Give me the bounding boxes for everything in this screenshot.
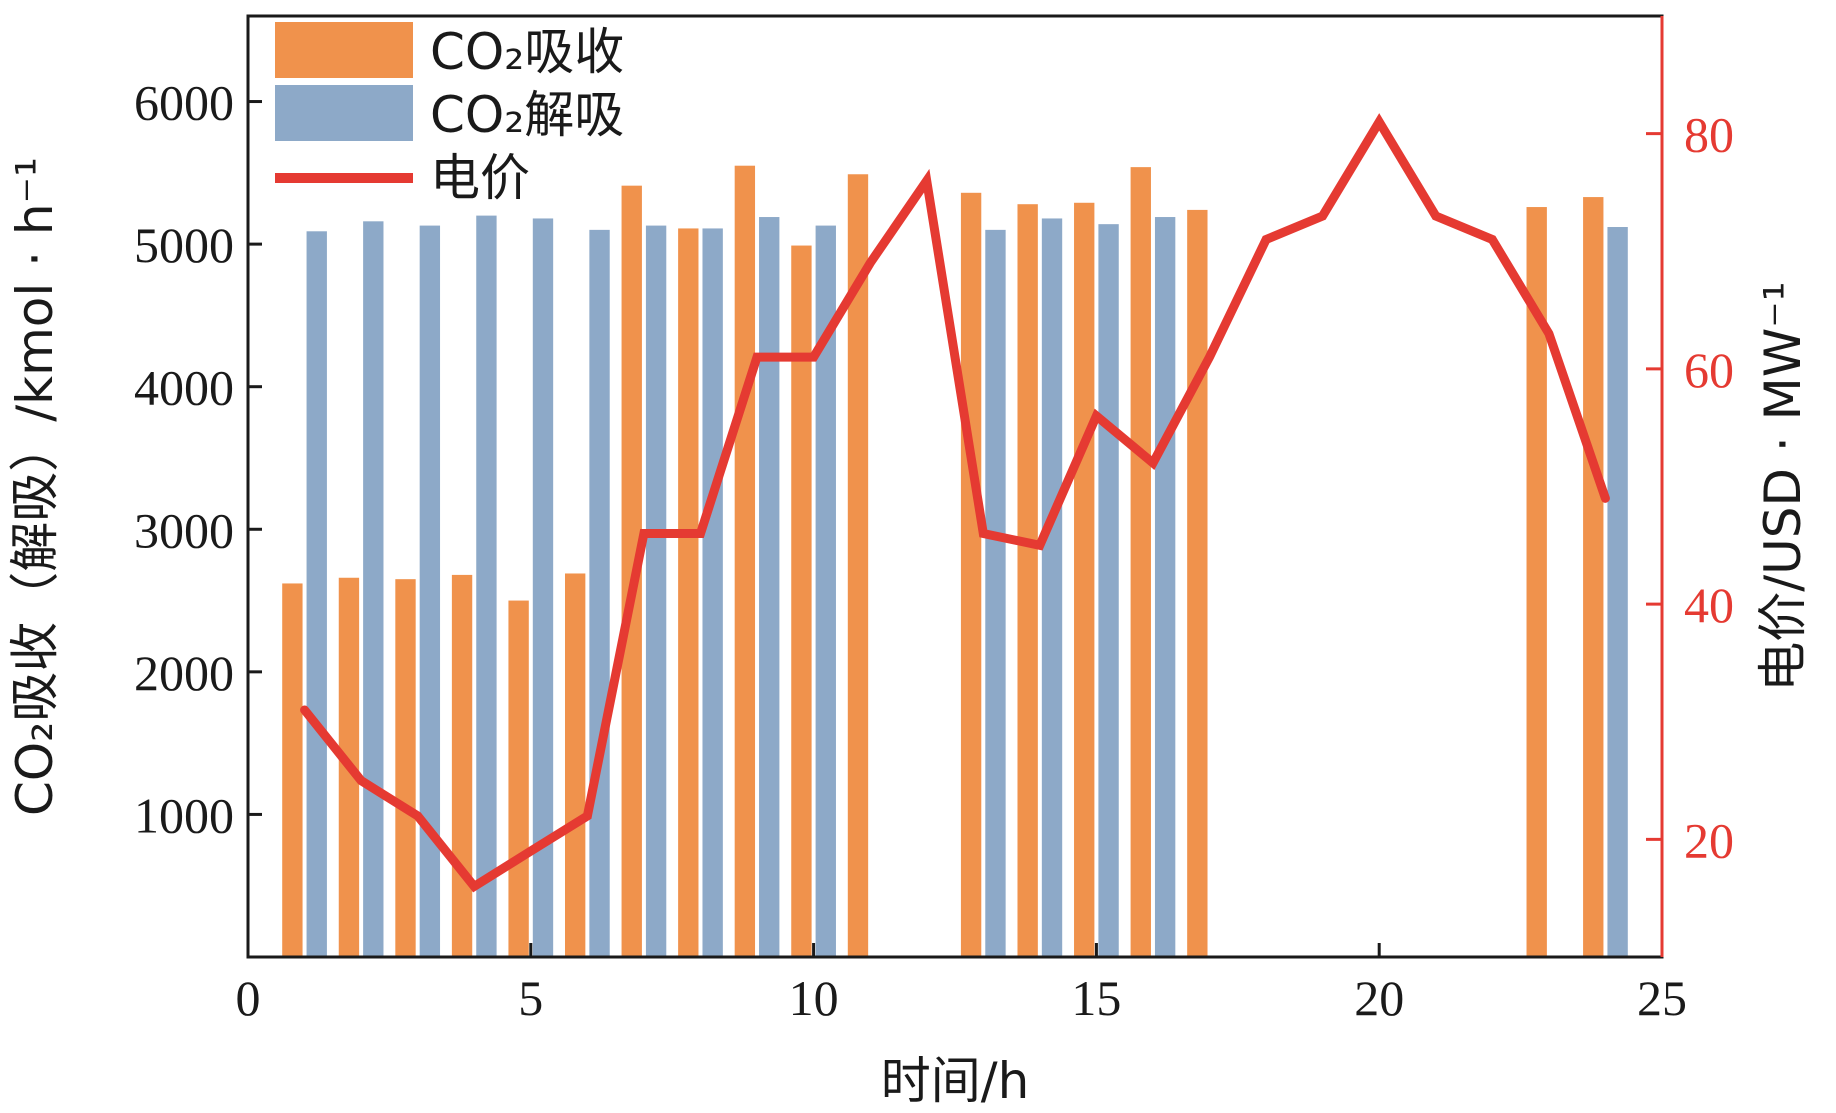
bar-absorption-10 [791, 245, 812, 957]
bar-absorption-5 [508, 600, 529, 957]
x-tick-label: 20 [1354, 970, 1404, 1026]
bar-absorption-17 [1187, 209, 1208, 958]
bar-desorption-8 [702, 228, 723, 958]
bar-desorption-13 [985, 229, 1006, 957]
legend-label: 电价 [430, 149, 530, 207]
legend-label: CO₂吸收 [430, 23, 624, 81]
tick-labels: 0 5 10 15 20 25 1000 2000 3000 4000 5000 6000 20 40 60… [134, 75, 1734, 1026]
y2-tick-label: 40 [1684, 577, 1734, 633]
legend-swatch [275, 22, 413, 78]
bar-desorption-4 [476, 215, 497, 957]
y2-axis-label: 电价/USD · MW⁻¹ [1754, 281, 1812, 691]
x-tick-label: 5 [518, 970, 543, 1026]
bar-desorption-3 [419, 225, 441, 957]
bar-absorption-13 [960, 192, 982, 957]
bar-absorption-14 [1017, 204, 1038, 957]
y-tick-label: 5000 [134, 217, 234, 273]
bar-desorption-2 [363, 221, 384, 958]
bar-absorption-6 [564, 573, 586, 957]
bar-absorption-9 [734, 165, 756, 958]
x-tick-label: 25 [1637, 970, 1687, 1026]
y-tick-label: 6000 [134, 75, 234, 131]
bar-desorption-24 [1607, 227, 1628, 958]
bar-absorption-23 [1526, 207, 1547, 957]
y-tick-label: 4000 [134, 360, 234, 416]
bar-absorption-3 [395, 579, 416, 957]
x-axis-label: 时间/h [881, 1052, 1030, 1110]
bar-desorption-14 [1041, 218, 1063, 957]
y-tick-label: 1000 [134, 787, 234, 843]
bars-layer [282, 165, 1628, 958]
x-tick-label: 15 [1071, 970, 1121, 1026]
bar-absorption-24 [1583, 197, 1604, 957]
bar-absorption-15 [1074, 202, 1095, 958]
bar-absorption-4 [451, 574, 473, 957]
y2-tick-label: 60 [1684, 342, 1734, 398]
bar-desorption-16 [1154, 217, 1176, 958]
bar-absorption-11 [847, 174, 869, 957]
y2-tick-label: 80 [1684, 107, 1734, 163]
legend-label: CO₂解吸 [430, 86, 624, 144]
bar-desorption-9 [759, 217, 780, 958]
bar-desorption-15 [1098, 224, 1119, 958]
y-tick-label: 3000 [134, 502, 234, 558]
x-tick-label: 10 [789, 970, 839, 1026]
y-tick-label: 2000 [134, 645, 234, 701]
y2-tick-label: 20 [1684, 812, 1734, 868]
axis-ticks [246, 16, 1664, 957]
bar-desorption-10 [815, 225, 836, 957]
price-line [300, 113, 1610, 893]
x-tick-label: 0 [236, 970, 261, 1026]
bar-desorption-1 [306, 231, 327, 957]
bar-absorption-16 [1130, 167, 1151, 957]
price-line-layer [300, 113, 1610, 893]
bar-desorption-5 [532, 218, 554, 957]
bar-desorption-7 [645, 225, 667, 957]
bar-absorption-1 [282, 583, 303, 957]
y-axis-label: CO₂吸收（解吸）/kmol · h⁻¹ [6, 157, 64, 816]
bar-absorption-7 [621, 185, 642, 957]
bar-absorption-8 [678, 228, 699, 958]
bar-desorption-6 [589, 229, 610, 957]
legend-swatch [275, 85, 413, 141]
